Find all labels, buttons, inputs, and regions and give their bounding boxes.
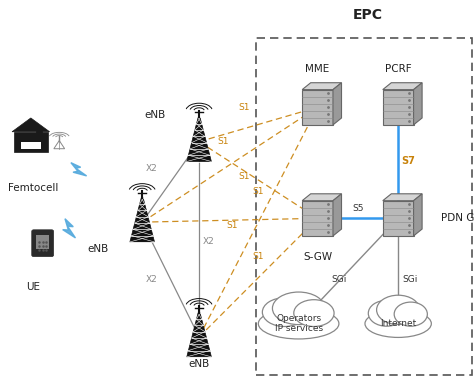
- Text: S-GW: S-GW: [303, 252, 332, 262]
- Text: X2: X2: [203, 237, 214, 246]
- Ellipse shape: [394, 302, 428, 326]
- FancyBboxPatch shape: [32, 230, 54, 257]
- FancyBboxPatch shape: [302, 201, 333, 236]
- FancyBboxPatch shape: [21, 142, 31, 149]
- Polygon shape: [333, 83, 341, 125]
- FancyBboxPatch shape: [14, 132, 48, 152]
- Text: SGi: SGi: [402, 275, 418, 284]
- FancyBboxPatch shape: [256, 38, 472, 375]
- Polygon shape: [383, 194, 422, 201]
- Text: eNB: eNB: [145, 110, 166, 120]
- Text: S7: S7: [401, 156, 416, 166]
- Polygon shape: [333, 194, 341, 236]
- Text: S1: S1: [238, 172, 250, 181]
- Text: Internet: Internet: [380, 319, 416, 328]
- Polygon shape: [187, 118, 211, 162]
- Ellipse shape: [273, 292, 325, 325]
- Ellipse shape: [258, 308, 339, 339]
- Ellipse shape: [376, 295, 419, 324]
- FancyBboxPatch shape: [383, 90, 413, 125]
- Text: S1: S1: [227, 221, 238, 231]
- Ellipse shape: [368, 300, 405, 326]
- Polygon shape: [413, 83, 422, 125]
- Polygon shape: [302, 83, 341, 90]
- Polygon shape: [63, 219, 75, 238]
- Polygon shape: [302, 194, 341, 201]
- Text: S1: S1: [217, 137, 228, 146]
- FancyBboxPatch shape: [36, 127, 42, 134]
- Text: MME: MME: [305, 64, 330, 74]
- Polygon shape: [187, 313, 211, 357]
- Polygon shape: [71, 163, 87, 176]
- Text: UE: UE: [26, 282, 40, 292]
- Text: eNB: eNB: [88, 244, 109, 254]
- Text: eNB: eNB: [189, 359, 210, 369]
- Ellipse shape: [294, 300, 334, 326]
- Text: PDN GW: PDN GW: [441, 213, 474, 223]
- Polygon shape: [130, 198, 155, 242]
- Text: S1: S1: [253, 187, 264, 196]
- Text: EPC: EPC: [352, 8, 383, 22]
- Text: Femtocell: Femtocell: [8, 183, 58, 193]
- Text: S1: S1: [253, 252, 264, 261]
- Text: X2: X2: [146, 275, 157, 284]
- FancyBboxPatch shape: [383, 201, 413, 236]
- Text: X2: X2: [146, 164, 157, 173]
- FancyBboxPatch shape: [36, 236, 49, 249]
- Ellipse shape: [365, 310, 431, 337]
- Text: SGi: SGi: [331, 275, 346, 284]
- Text: S5: S5: [352, 204, 364, 213]
- Ellipse shape: [262, 298, 307, 326]
- Text: Operators
IP services: Operators IP services: [274, 314, 323, 333]
- FancyBboxPatch shape: [31, 142, 41, 149]
- Text: PCRF: PCRF: [385, 64, 411, 74]
- Polygon shape: [413, 194, 422, 236]
- Polygon shape: [12, 118, 50, 132]
- Polygon shape: [383, 83, 422, 90]
- Text: S1: S1: [238, 103, 250, 112]
- FancyBboxPatch shape: [302, 90, 333, 125]
